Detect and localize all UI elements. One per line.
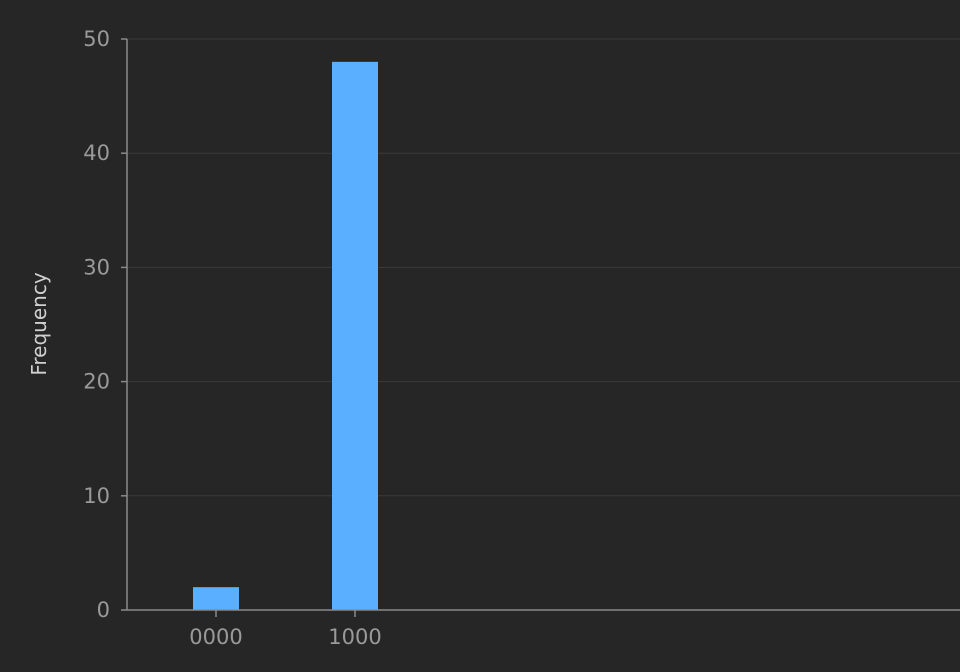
y-tick-labels: 0 10 20 30 40 50 <box>83 27 127 622</box>
y-tick-label: 20 <box>83 370 110 394</box>
axes <box>126 39 960 611</box>
y-tick-label: 10 <box>83 484 110 508</box>
bars <box>193 61 378 610</box>
gridlines <box>127 38 960 497</box>
y-tick-label: 50 <box>83 27 110 51</box>
bar-1000 <box>332 61 378 610</box>
x-tick-label: 0000 <box>189 625 242 649</box>
y-tick-label: 40 <box>83 141 110 165</box>
y-tick-label: 30 <box>83 255 110 279</box>
x-tick-label: 1000 <box>328 625 381 649</box>
x-tick-labels: 0000 1000 <box>189 610 382 649</box>
y-axis-title: Frequency <box>27 272 51 375</box>
bar-0000 <box>193 587 239 610</box>
y-tick-label: 0 <box>97 598 110 622</box>
